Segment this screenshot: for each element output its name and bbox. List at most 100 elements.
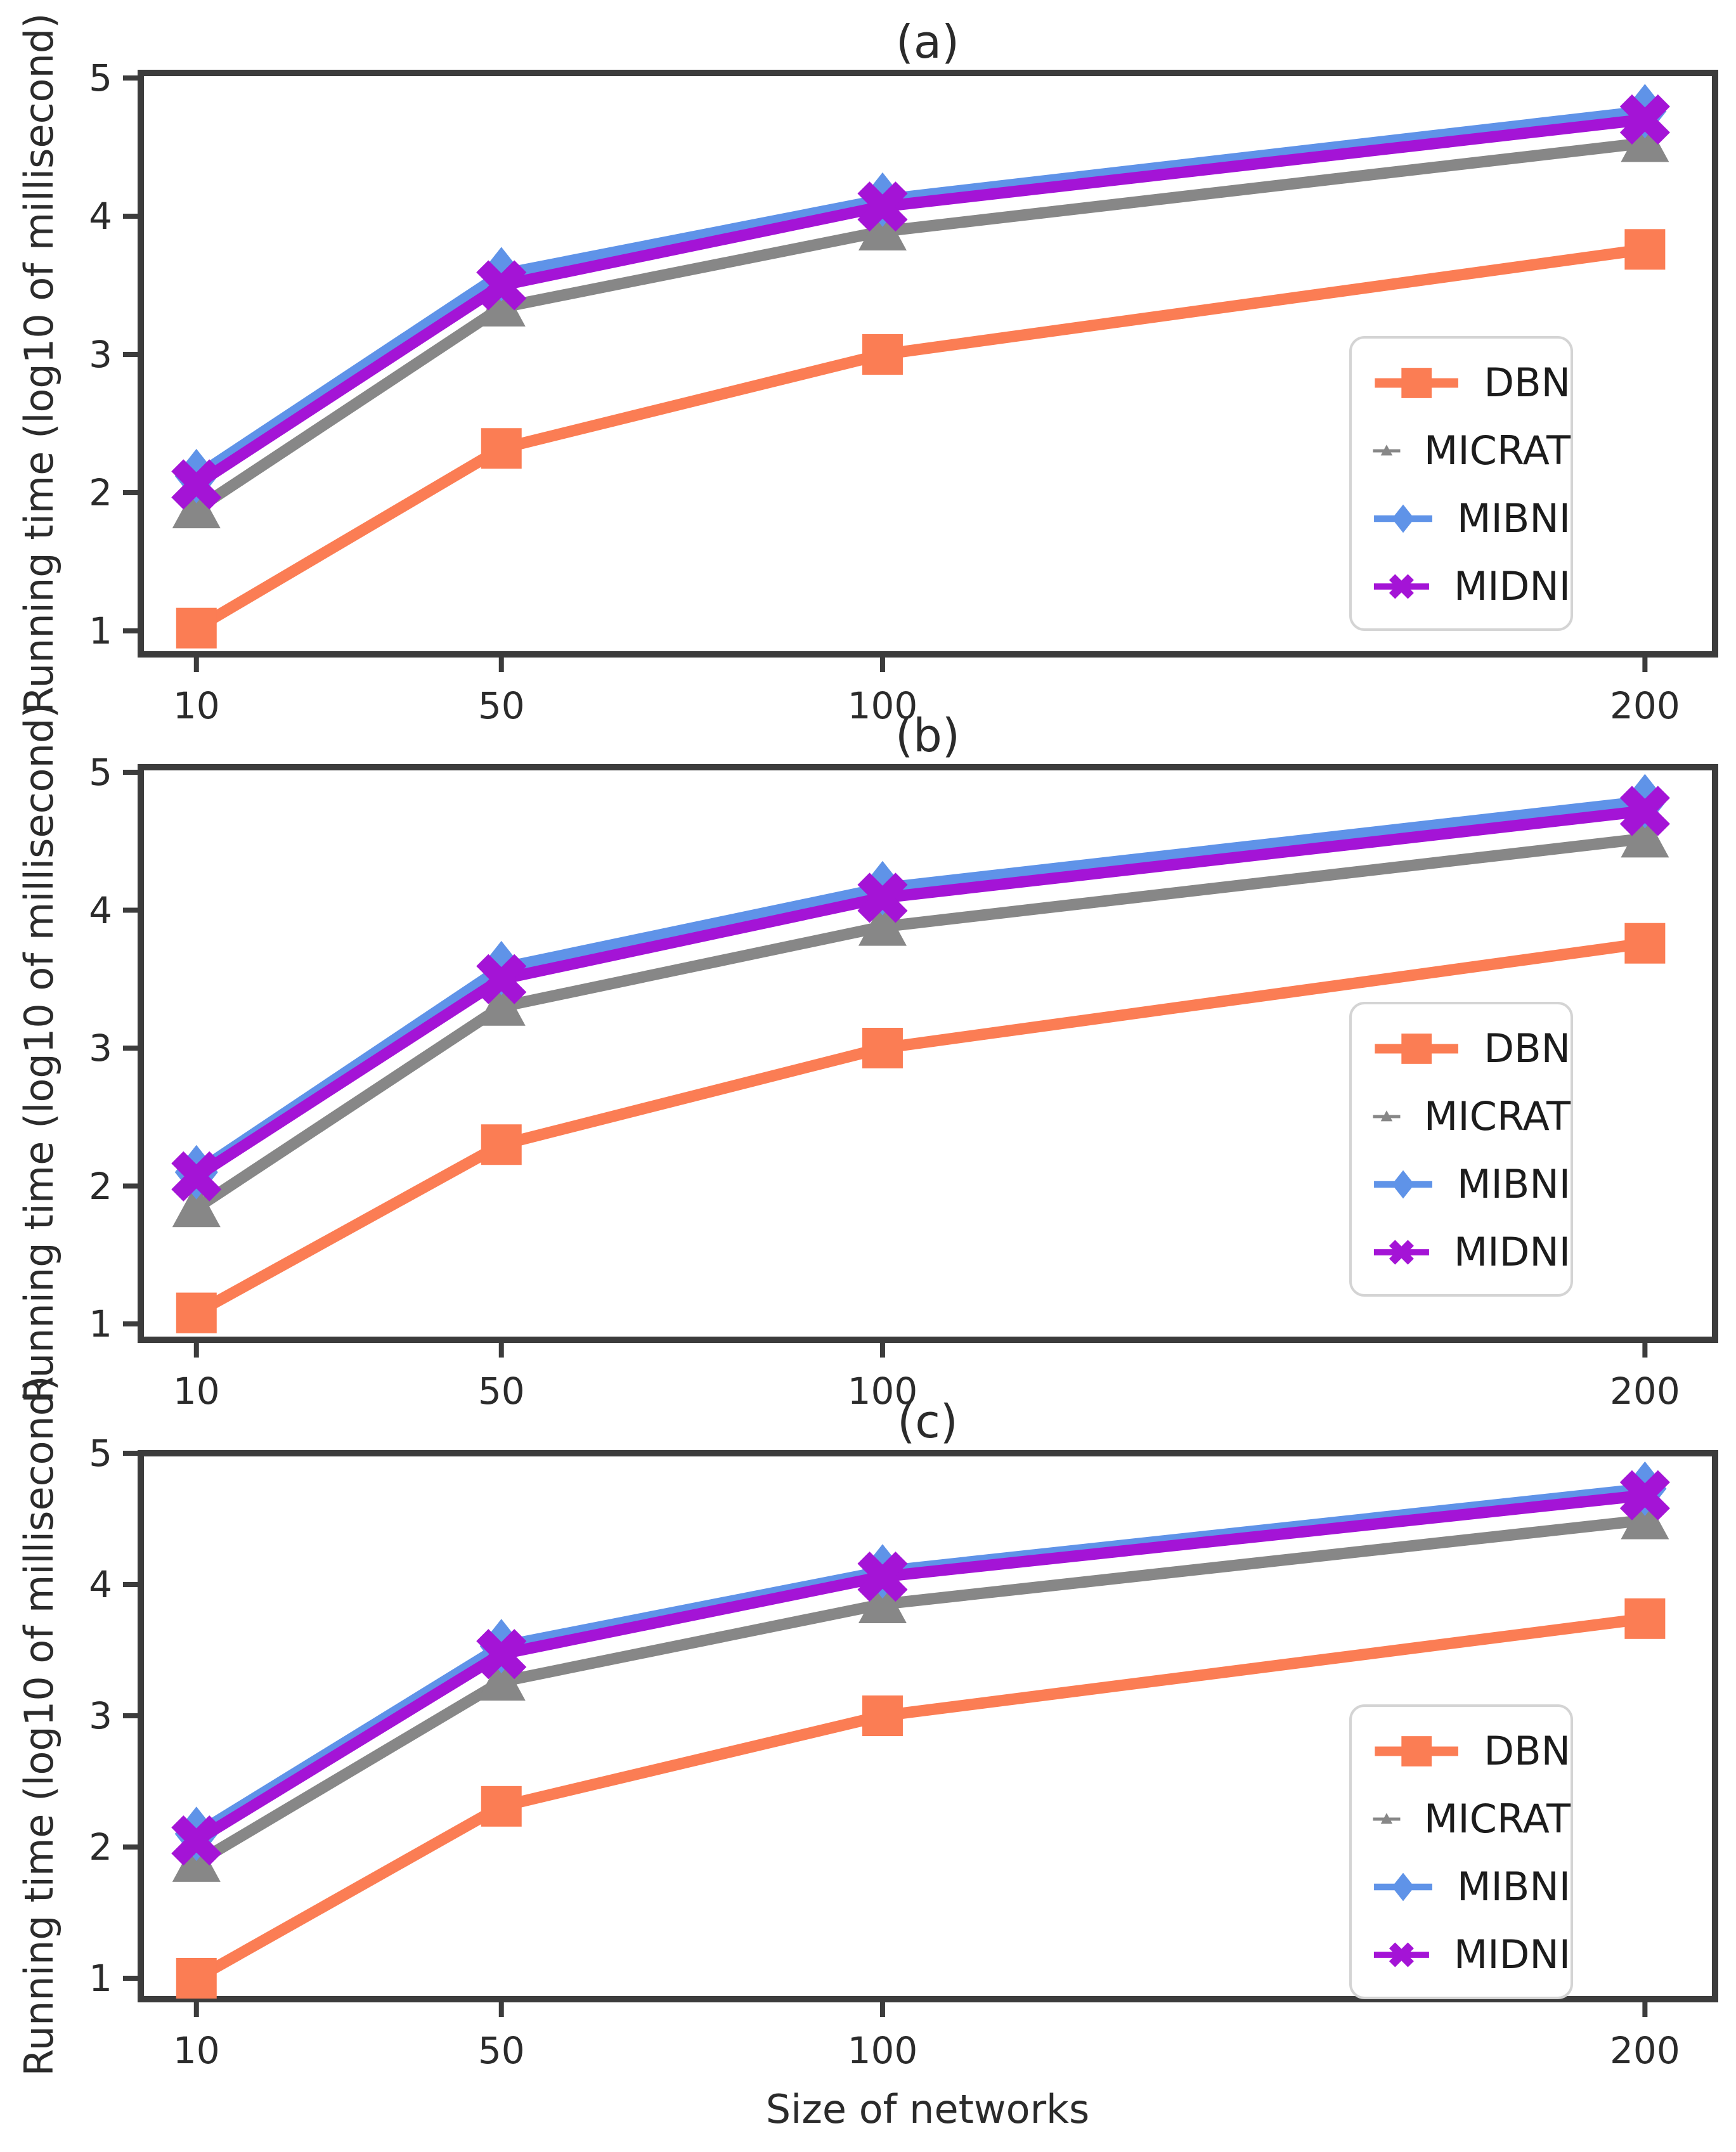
legend-item-label: MIBNI (1457, 495, 1571, 541)
y-tick-mark (123, 352, 141, 357)
y-tick-label: 4 (89, 1563, 112, 1606)
y-tick-label: 5 (89, 56, 112, 100)
y-tick-label: 3 (89, 1027, 112, 1070)
marker-triangle (172, 1183, 221, 1228)
x-tick-label: 50 (477, 1370, 525, 1413)
legend-item-label: DBN (1484, 1025, 1571, 1072)
x-tick-label: 10 (172, 2029, 220, 2072)
x-tick-mark (1642, 1340, 1648, 1358)
mibni-legend-marker-icon (1374, 1170, 1432, 1198)
marker-triangle (1621, 1494, 1669, 1539)
y-tick-mark (123, 214, 141, 219)
marker-x (1619, 786, 1670, 836)
subplot-b-title: (b) (895, 709, 960, 762)
y-tick-label: 1 (89, 1957, 112, 2000)
marker-x (1389, 574, 1414, 599)
marker-triangle (858, 205, 907, 250)
x-tick-label: 50 (477, 2029, 525, 2072)
x-tick-label: 200 (1610, 684, 1680, 727)
legend-item-label: MICRAT (1423, 1796, 1571, 1842)
marker-square (176, 1958, 217, 1999)
x-tick-label: 10 (172, 1370, 220, 1413)
y-tick-label: 3 (89, 333, 112, 376)
y-tick-mark (123, 1582, 141, 1587)
marker-square (1624, 229, 1666, 270)
y-tick-mark (123, 1451, 141, 1456)
marker-triangle (172, 484, 221, 529)
legend-item-label: MICRAT (1423, 427, 1571, 474)
marker-triangle (858, 1579, 907, 1624)
x-tick-label: 200 (1610, 1370, 1680, 1413)
y-axis-label-b: Running time (log10 of millisecond) (16, 703, 62, 1404)
marker-triangle (477, 282, 526, 327)
x-tick-mark (879, 1999, 885, 2017)
marker-x (476, 1629, 527, 1680)
mibni-legend-marker-icon (1374, 504, 1432, 533)
legend-c: DBN MICRAT MIBNI MIDNI (1349, 1704, 1573, 1999)
x-tick-label: 100 (847, 684, 918, 727)
x-tick-mark (193, 654, 199, 672)
marker-x (857, 181, 908, 232)
micrat-legend-marker-icon (1373, 1110, 1401, 1121)
marker-square (176, 607, 217, 649)
dbn-legend-marker-icon (1375, 1033, 1458, 1064)
y-tick-label: 4 (89, 195, 112, 238)
legend-item: DBN (1352, 1014, 1571, 1082)
marker-x (171, 1815, 222, 1866)
subplot-c (123, 1450, 1718, 2017)
y-tick-label: 4 (89, 888, 112, 932)
x-tick-mark (498, 1999, 504, 2017)
series-line-dbn (193, 243, 1646, 633)
midni-legend-marker-icon (1373, 574, 1429, 599)
x-tick-label: 100 (847, 2029, 918, 2072)
marker-square (481, 428, 522, 469)
y-tick-label: 1 (89, 609, 112, 652)
midni-legend-marker-icon (1373, 1240, 1429, 1264)
x-tick-label: 50 (477, 684, 525, 727)
marker-square (176, 1292, 217, 1333)
series-line-micrat (193, 1514, 1646, 1868)
x-tick-mark (498, 1340, 504, 1358)
y-tick-mark (123, 1976, 141, 1981)
y-tick-label: 3 (89, 1694, 112, 1737)
axes-spines (138, 70, 1718, 658)
marker-square (862, 334, 903, 375)
legend-item: DBN (1352, 1717, 1571, 1785)
subplot-a-title: (a) (895, 15, 960, 68)
x-axis-label: Size of networks (765, 2086, 1090, 2132)
micrat-legend-marker-icon (1373, 1812, 1401, 1824)
series-line-dbn (193, 937, 1646, 1318)
legend-item: MICRAT (1352, 1785, 1571, 1853)
y-tick-mark (123, 1844, 141, 1850)
marker-square (1624, 923, 1666, 964)
x-tick-mark (879, 654, 885, 672)
marker-x (1619, 1470, 1670, 1520)
y-tick-mark (123, 907, 141, 913)
dbn-legend-marker-icon (1375, 367, 1458, 398)
marker-diamond (1392, 1872, 1415, 1901)
marker-triangle (477, 1656, 526, 1701)
legend-item: MICRAT (1352, 1082, 1571, 1150)
y-tick-mark (123, 75, 141, 81)
legend-item: MIDNI (1352, 1218, 1571, 1286)
legend-item-label: MICRAT (1423, 1093, 1571, 1139)
x-tick-label: 10 (172, 684, 220, 727)
marker-triangle (477, 981, 526, 1026)
marker-square (862, 1695, 903, 1736)
y-tick-mark (123, 770, 141, 775)
marker-diamond (1392, 504, 1415, 533)
marker-triangle (1380, 1812, 1393, 1824)
marker-square (1401, 1735, 1432, 1766)
legend-item-label: MIDNI (1453, 1229, 1571, 1275)
y-tick-label: 2 (89, 1164, 112, 1208)
marker-square (862, 1028, 903, 1068)
series-line-dbn (193, 1612, 1646, 1983)
marker-x (171, 1151, 222, 1202)
legend-item-label: DBN (1484, 1728, 1571, 1774)
y-tick-mark (123, 490, 141, 495)
x-tick-mark (879, 1340, 885, 1358)
y-tick-mark (123, 1046, 141, 1051)
micrat-legend-marker-icon (1373, 444, 1401, 455)
